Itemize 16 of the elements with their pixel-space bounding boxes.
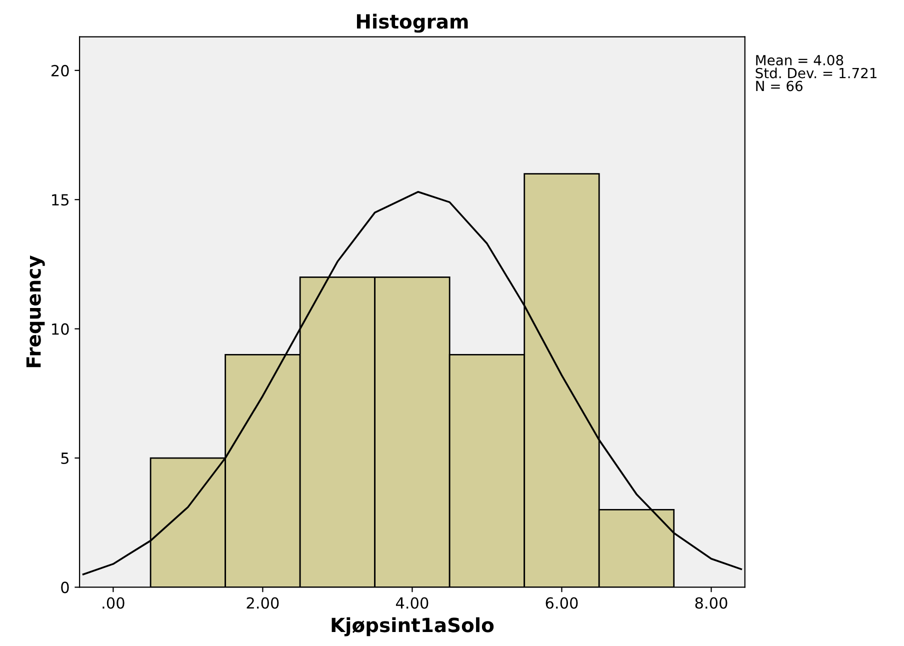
y-tick-label: 0 bbox=[61, 582, 69, 594]
text: N = 66 bbox=[756, 80, 802, 92]
chart-title: Histogram bbox=[356, 14, 468, 33]
y-tick-label: 5 bbox=[61, 452, 68, 464]
x-axis-title: Kjøpsint1aSolo bbox=[332, 617, 494, 636]
y-axis-title: Frequency bbox=[26, 255, 45, 368]
text: Mean = 4.08 bbox=[756, 54, 844, 66]
y-tick-label: 10 bbox=[52, 323, 69, 335]
x-tick-label: 4.00 bbox=[396, 597, 428, 609]
x-tick-label: 2.00 bbox=[246, 597, 279, 609]
text: Std. Dev. = 1.721 bbox=[756, 68, 876, 78]
y-tick-label: 15 bbox=[52, 194, 68, 206]
y-tick-label: 20 bbox=[52, 64, 69, 76]
x-tick-label: .00 bbox=[102, 597, 124, 609]
x-tick-label: 8.00 bbox=[695, 597, 728, 609]
x-tick-label: 6.00 bbox=[546, 597, 578, 609]
